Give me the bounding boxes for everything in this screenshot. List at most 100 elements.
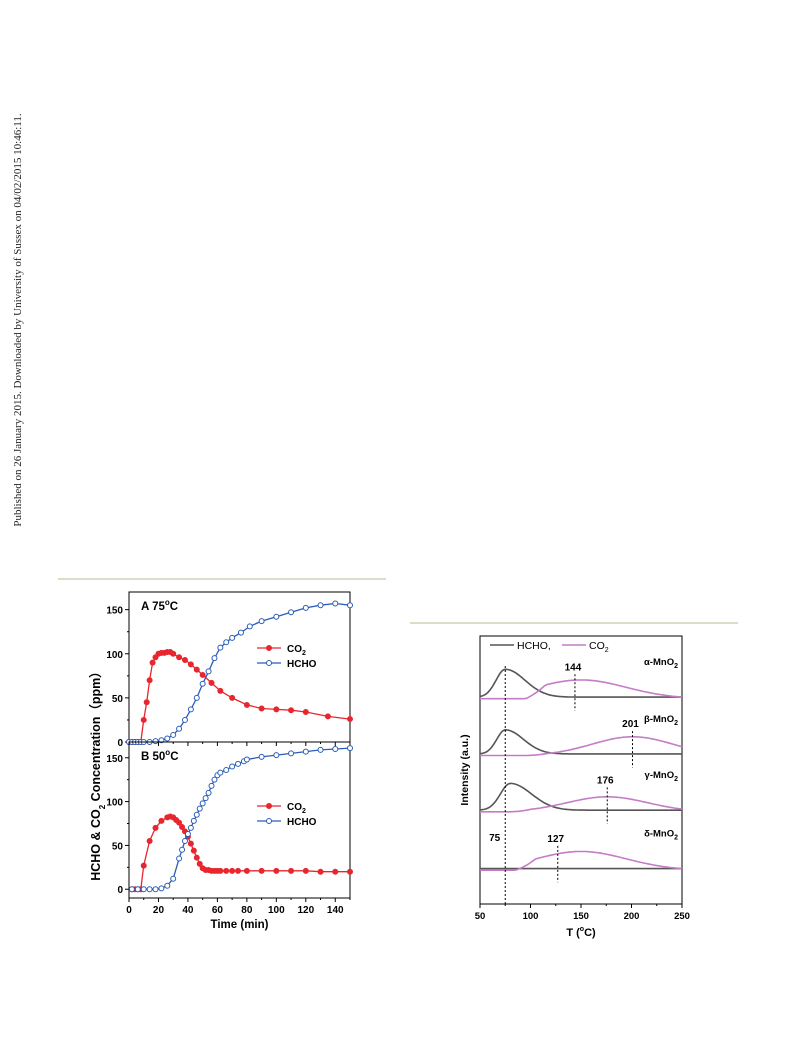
co2-point [288, 707, 295, 714]
x-axis-label: T (oC) [566, 926, 596, 939]
peak-label: 127 [547, 834, 564, 845]
x-tick-label: 120 [297, 905, 314, 916]
hcho-point [217, 644, 224, 651]
co2-point [196, 860, 203, 867]
hcho-point [235, 760, 242, 767]
co2-point [229, 694, 236, 701]
y-tick-label: 150 [106, 754, 123, 765]
co2-point [181, 656, 188, 663]
co2-tpd-curve [480, 736, 683, 757]
co2-series-line [129, 651, 351, 743]
hcho-point [288, 750, 295, 757]
legend-label: CO2 [589, 640, 609, 654]
y-axis-label: HCHO & CO2 Concentration（ppm） [88, 665, 107, 881]
co2-point [347, 716, 353, 723]
legend-label: HCHO [287, 659, 317, 670]
hcho-point [208, 782, 215, 789]
hcho-point [152, 738, 159, 745]
panel-label: A 75oC [141, 598, 178, 613]
hcho-point [347, 602, 353, 609]
hcho-point [223, 767, 230, 774]
co2-point [152, 824, 159, 831]
hcho-point [258, 753, 265, 760]
hcho-point [217, 769, 224, 776]
hcho-point [302, 604, 309, 611]
co2-tpd-curve [480, 796, 683, 813]
hcho-tpd-curve [479, 782, 682, 811]
co2-tpd-curve [480, 850, 683, 871]
hcho-point [258, 618, 265, 625]
hcho-tpd-curve [479, 668, 682, 698]
co2-point [347, 868, 353, 875]
x-tick-label: 80 [241, 905, 253, 916]
legend-label: CO2 [287, 644, 306, 657]
co2-point [176, 819, 183, 826]
hcho-point [332, 746, 339, 753]
divider-left [58, 578, 386, 580]
hcho-point [158, 885, 165, 892]
sample-label: γ-MnO2 [645, 770, 679, 783]
panel-b-plot: 0 50 100 150 0 20 40 60 80 100 120 140 Time (min) B 5… [106, 741, 353, 931]
peak-label: 201 [622, 719, 639, 730]
hcho-point [317, 602, 324, 609]
sample-label: δ-MnO2 [644, 828, 678, 841]
hcho-point [140, 886, 147, 893]
x-tick-label: 50 [475, 911, 486, 922]
legend-marker [266, 645, 272, 651]
y-tick-label: 50 [112, 694, 124, 705]
y-tick-label: 0 [117, 885, 123, 896]
co2-point [258, 705, 265, 712]
x-tick-label: 40 [182, 905, 194, 916]
co2-point [193, 666, 200, 673]
hcho-point [193, 811, 200, 818]
y-tick-label: 0 [117, 738, 123, 749]
co2-point [208, 679, 215, 686]
co2-point [187, 840, 194, 847]
hcho-point [243, 756, 250, 763]
publication-note: Published on 26 January 2015. Downloaded… [12, 113, 24, 527]
x-tick-label: 20 [153, 905, 165, 916]
hcho-point [205, 668, 212, 675]
co2-point [217, 687, 224, 694]
hcho-point [205, 789, 212, 796]
hcho-point [193, 694, 200, 701]
legend-marker [266, 818, 272, 824]
hcho-point [164, 735, 171, 742]
hcho-point [179, 846, 186, 853]
co2-tpd-curve [480, 679, 683, 700]
peak-label: 176 [597, 775, 614, 786]
co2-point [243, 701, 250, 708]
x-tick-label: 140 [327, 905, 344, 916]
hcho-point [237, 629, 244, 636]
hcho-point [184, 831, 191, 838]
hcho-point [302, 748, 309, 755]
co2-point [302, 709, 309, 715]
co2-point [146, 838, 153, 845]
co2-point [288, 867, 295, 874]
legend-label: HCHO [287, 817, 317, 828]
y-tick-label: 100 [106, 650, 123, 661]
hcho-series-line [129, 602, 351, 743]
panel-label: B 50oC [141, 748, 179, 763]
co2-point [158, 817, 165, 824]
hcho-point [164, 882, 171, 889]
x-tick-label: 250 [674, 911, 690, 922]
hcho-point [134, 886, 141, 893]
hcho-point [170, 731, 177, 738]
hcho-point [347, 745, 353, 752]
co2-point [332, 868, 339, 875]
co2-point [140, 716, 147, 723]
panel-a-plot: 0 50 100 150 A 75oC CO2 HCHO [106, 591, 353, 749]
hcho-point [229, 634, 236, 641]
x-tick-label: 60 [212, 905, 224, 916]
peak-label: 144 [565, 662, 582, 673]
x-tick-label: 100 [523, 911, 539, 922]
hcho-point [223, 639, 230, 646]
co2-point [140, 862, 147, 869]
hcho-point [246, 623, 253, 630]
co2-point [190, 847, 197, 854]
hcho-point [152, 886, 159, 893]
tpd-figure: 50 100 150 200 250 T (oC) Intensity (a.u.) HCHO… [459, 635, 690, 939]
hcho-point [190, 817, 197, 824]
co2-point [273, 706, 280, 713]
